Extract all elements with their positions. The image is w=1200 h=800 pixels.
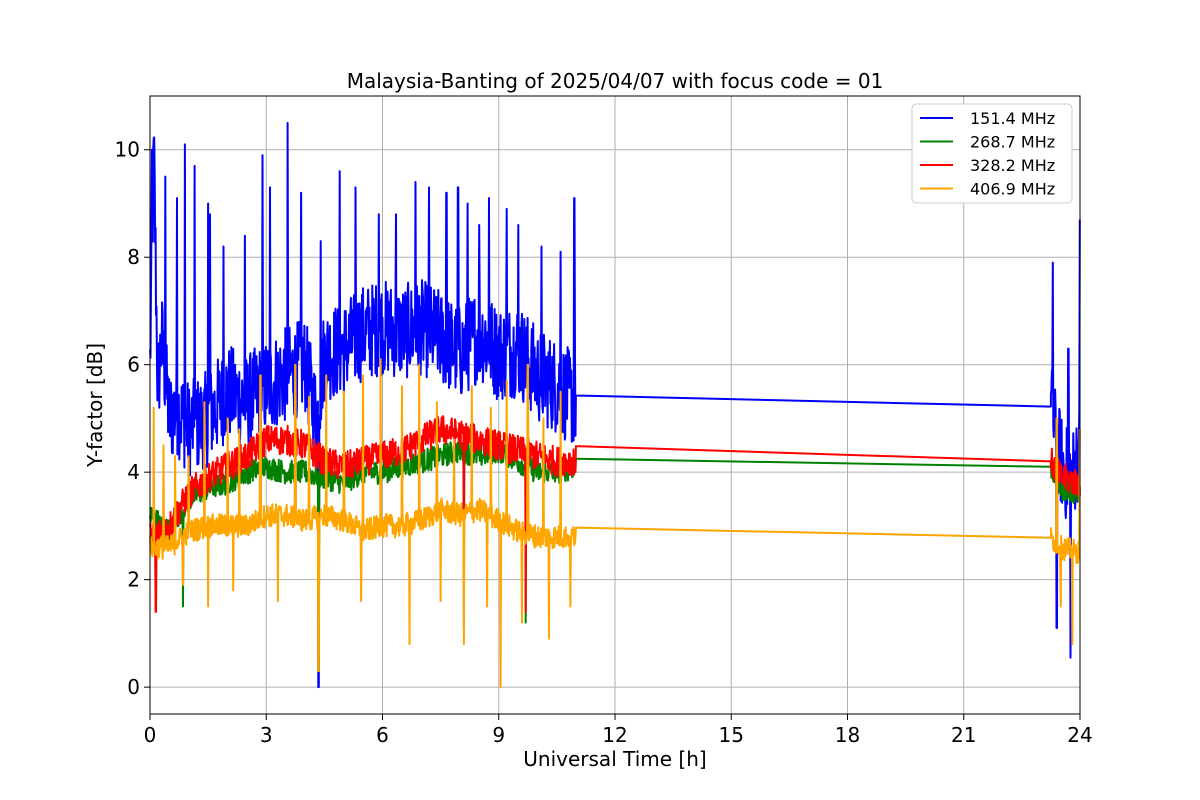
series-lines	[149, 121, 1081, 689]
legend-label: 406.9 MHz	[970, 180, 1055, 199]
legend-label: 268.7 MHz	[970, 133, 1055, 152]
legend-box	[911, 103, 1073, 204]
x-tick-label: 3	[260, 723, 273, 747]
series-line-1	[149, 121, 1081, 689]
series-line-3	[149, 415, 1081, 613]
x-tick-label: 15	[719, 723, 744, 747]
y-tick-label: 0	[127, 675, 140, 699]
y-tick-label: 2	[127, 568, 140, 592]
x-tick-label: 18	[835, 723, 860, 747]
x-tick-label: 0	[144, 723, 157, 747]
legend-label: 328.2 MHz	[970, 156, 1055, 175]
x-tick-label: 12	[602, 723, 627, 747]
y-axis-label: Y-factor [dB]	[83, 343, 107, 468]
x-tick-label: 6	[376, 723, 389, 747]
x-tick-label: 9	[492, 723, 505, 747]
legend: 151.4 MHz 268.7 MHz 328.2 MHz 406.9 MHz	[911, 103, 1073, 204]
x-tick-label: 24	[1067, 723, 1092, 747]
y-tick-label: 6	[127, 353, 140, 377]
x-axis-label: Universal Time [h]	[523, 747, 706, 771]
x-tick-label: 21	[951, 723, 976, 747]
y-tick-label: 8	[127, 245, 140, 269]
chart-title: Malaysia-Banting of 2025/04/07 with focu…	[347, 69, 884, 93]
series-line-4	[149, 358, 1081, 689]
y-tick-label: 10	[115, 138, 140, 162]
legend-label: 151.4 MHz	[970, 109, 1055, 128]
y-tick-label: 4	[127, 460, 140, 484]
